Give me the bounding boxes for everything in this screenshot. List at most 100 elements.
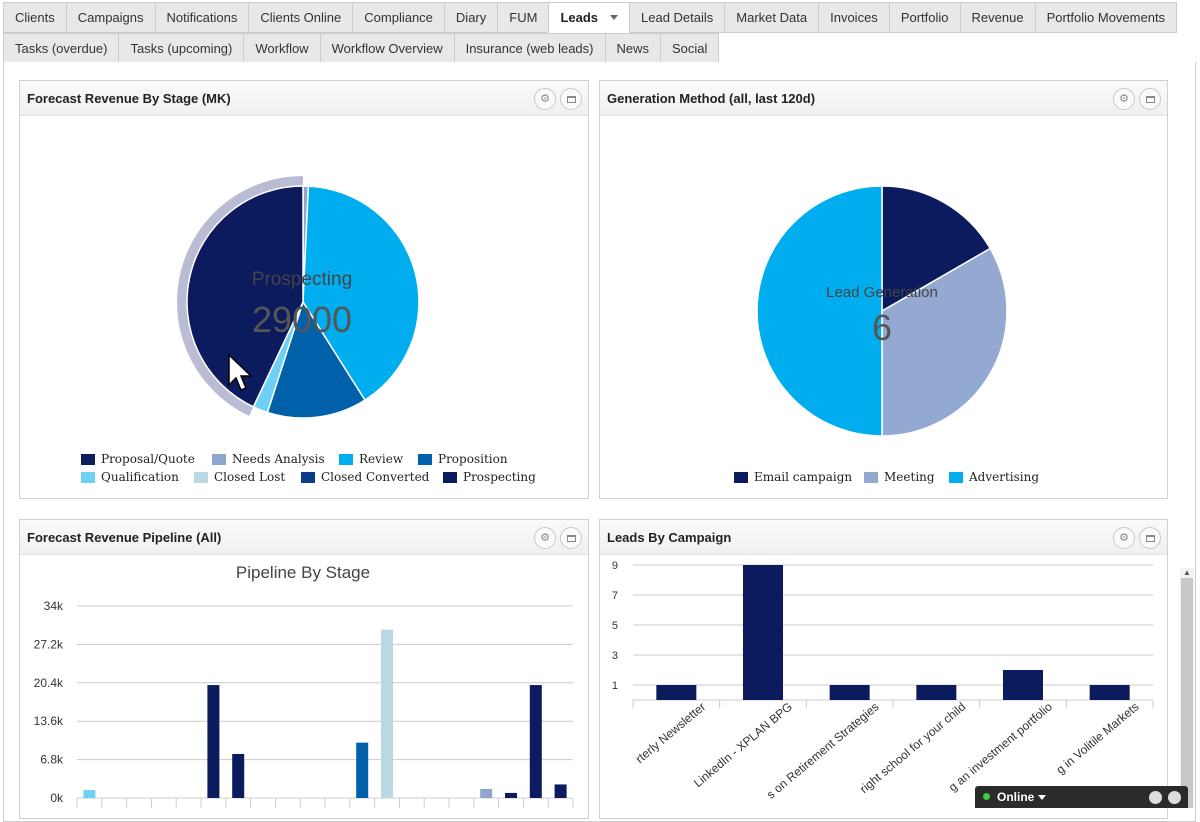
legend-swatch <box>194 471 208 483</box>
legend-item-review[interactable]: Review <box>339 452 403 466</box>
bar[interactable] <box>480 788 493 798</box>
legend-label: Closed Lost <box>214 470 286 484</box>
bar[interactable] <box>529 685 542 798</box>
tab-compliance[interactable]: Compliance <box>352 2 445 33</box>
tab-leads[interactable]: Leads <box>548 2 631 33</box>
legend-item-proposal-quote[interactable]: Proposal/Quote <box>81 452 195 466</box>
panel-header: Generation Method (all, last 120d) ⚙ <box>600 81 1167 116</box>
settings-gear-button[interactable]: ⚙ <box>534 527 556 549</box>
settings-gear-button[interactable]: ⚙ <box>534 88 556 110</box>
legend-swatch <box>418 453 432 465</box>
bar[interactable] <box>232 753 245 798</box>
bar[interactable] <box>505 792 517 798</box>
legend-item-closed-converted[interactable]: Closed Converted <box>301 470 429 484</box>
legend-label: Qualification <box>101 470 179 484</box>
scroll-up-icon[interactable]: ▲ <box>1183 568 1191 577</box>
bar[interactable] <box>207 685 220 798</box>
settings-gear-button[interactable]: ⚙ <box>1113 88 1135 110</box>
legend-label: Closed Converted <box>321 470 430 484</box>
scroll-thumb[interactable] <box>1181 578 1193 808</box>
chart-scrollbar[interactable]: ▲ <box>1180 568 1194 808</box>
bar[interactable] <box>356 742 369 798</box>
tab-lead-details[interactable]: Lead Details <box>629 2 726 33</box>
tab-news[interactable]: News <box>604 33 662 64</box>
pie-slice-email-campaign[interactable] <box>881 185 992 313</box>
pie-slice-proposition[interactable] <box>266 300 366 419</box>
pie-center-value: 29000 <box>251 299 353 340</box>
tab-market-data[interactable]: Market Data <box>724 2 820 33</box>
bar-building-an-investment-portfolio[interactable] <box>1003 670 1043 700</box>
settings-gear-button[interactable]: ⚙ <box>1113 527 1135 549</box>
panel-header: Forecast Revenue Pipeline (All) ⚙ <box>20 520 588 555</box>
tab-tasks-overdue[interactable]: Tasks (overdue) <box>3 33 120 64</box>
y-tick-label: 6.8k <box>40 753 64 767</box>
tab-label: Market Data <box>736 10 808 25</box>
maximize-button[interactable] <box>1139 527 1161 549</box>
legend-item-prospecting[interactable]: Prospecting <box>443 470 536 484</box>
legend-item-email-campaign[interactable]: Email campaign <box>734 470 852 484</box>
legend-item-proposition[interactable]: Proposition <box>418 452 508 466</box>
panel-forecast-revenue-pipeline: Forecast Revenue Pipeline (All) ⚙ Pipeli… <box>19 519 589 819</box>
bar-investing-in-volitile-markets[interactable] <box>1089 685 1130 700</box>
tab-notifications[interactable]: Notifications <box>154 2 250 33</box>
tab-label: Invoices <box>830 10 878 25</box>
tab-label: Tasks (upcoming) <box>130 41 233 56</box>
tab-workflow-overview[interactable]: Workflow Overview <box>319 33 455 64</box>
bar-choosing-the-right-school-for-your-child[interactable] <box>916 685 957 700</box>
pie-chart-generation <box>756 185 1008 437</box>
tab-clients-online[interactable]: Clients Online <box>248 2 354 33</box>
settings-icon[interactable] <box>1149 791 1162 804</box>
online-status-dropdown[interactable]: Online <box>997 790 1047 804</box>
legend-label: Email campaign <box>754 470 853 484</box>
bar[interactable] <box>381 629 393 798</box>
bar-quarterly-newsletter[interactable] <box>656 685 697 700</box>
gear-icon: ⚙ <box>1119 92 1129 105</box>
legend-item-qualification[interactable]: Qualification <box>81 470 179 484</box>
legend-item-closed-lost[interactable]: Closed Lost <box>194 470 285 484</box>
tab-workflow[interactable]: Workflow <box>243 33 321 64</box>
legend-label: Prospecting <box>463 470 536 484</box>
tab-fum[interactable]: FUM <box>497 2 550 33</box>
maximize-button[interactable] <box>560 88 582 110</box>
legend-item-needs-analysis[interactable]: Needs Analysis <box>212 452 325 466</box>
tab-diary[interactable]: Diary <box>443 2 499 33</box>
tab-campaigns[interactable]: Campaigns <box>65 2 156 33</box>
chevron-down-icon <box>1038 795 1047 801</box>
tab-revenue[interactable]: Revenue <box>959 2 1036 33</box>
pie-slice-meeting[interactable] <box>881 247 1008 437</box>
panel-title: Forecast Revenue Pipeline (All) <box>27 530 222 545</box>
bar-linkedin-xplan-bpg[interactable] <box>743 565 783 700</box>
legend-label: Meeting <box>884 470 935 484</box>
legend-item-meeting[interactable]: Meeting <box>864 470 935 484</box>
legend-item-advertising[interactable]: Advertising <box>949 470 1039 484</box>
tab-portfolio-movements[interactable]: Portfolio Movements <box>1034 2 1178 33</box>
bar-seminar-on-retirement-strategies[interactable] <box>829 685 870 700</box>
tab-label: Workflow <box>255 41 309 56</box>
tab-social[interactable]: Social <box>660 33 720 64</box>
y-tick-label: 9 <box>612 560 618 572</box>
y-tick-label: 3 <box>612 650 618 662</box>
bar-chart-pipeline: Pipeline By Stage 0k 6.8k 13.6k 20.4k 27.2k 34… <box>34 563 574 808</box>
tab-label: Workflow Overview <box>331 41 443 56</box>
online-status-widget[interactable]: Online <box>975 786 1188 808</box>
pie-slice-advertising[interactable] <box>756 185 883 437</box>
tab-tasks-upcoming[interactable]: Tasks (upcoming) <box>118 33 245 64</box>
bar[interactable] <box>554 784 567 798</box>
pie-center-label: Prospecting <box>251 269 353 290</box>
legend-swatch <box>339 453 353 465</box>
tab-portfolio[interactable]: Portfolio <box>888 2 961 33</box>
maximize-button[interactable] <box>1139 88 1161 110</box>
tab-insurance-web-leads[interactable]: Insurance (web leads) <box>453 33 606 64</box>
y-tick-label: 0k <box>50 791 64 805</box>
mouse-cursor-icon <box>228 353 253 391</box>
bar[interactable] <box>83 790 96 798</box>
pie-slice-prospecting[interactable] <box>186 185 304 408</box>
tab-invoices[interactable]: Invoices <box>818 2 890 33</box>
tab-clients[interactable]: Clients <box>3 2 67 33</box>
legend-label: Needs Analysis <box>232 452 325 466</box>
legend-swatch <box>301 471 315 483</box>
minimize-icon[interactable] <box>1168 791 1181 804</box>
chevron-down-icon[interactable] <box>610 15 619 21</box>
maximize-button[interactable] <box>560 527 582 549</box>
